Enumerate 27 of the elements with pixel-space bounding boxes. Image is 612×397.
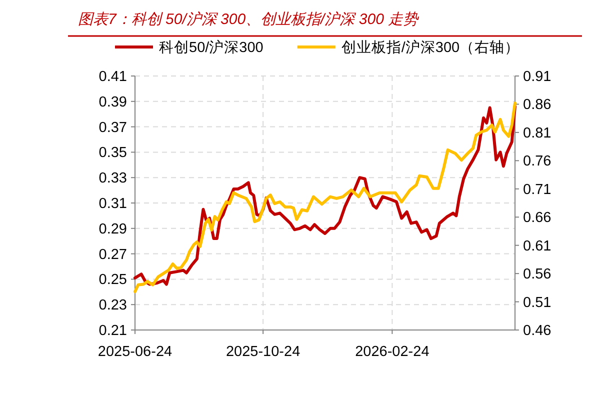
y-tick-label: 0.25 — [98, 272, 127, 288]
y2-tick-label: 0.56 — [523, 266, 552, 283]
y2-tick-label: 0.91 — [523, 69, 552, 85]
y2-tick-label: 0.51 — [523, 294, 552, 311]
y-tick-label: 0.35 — [98, 145, 127, 162]
y-tick-label: 0.39 — [98, 94, 127, 110]
y-tick-label: 0.27 — [98, 246, 127, 263]
y-tick-label: 0.37 — [98, 120, 127, 136]
legend-label: 创业板指/沪深300（右轴） — [341, 39, 520, 56]
y2-tick-label: 0.61 — [523, 238, 552, 254]
y2-tick-label: 0.81 — [523, 125, 552, 142]
y-tick-label: 0.33 — [98, 170, 127, 187]
y2-tick-label: 0.46 — [523, 323, 552, 339]
y-tick-label: 0.31 — [98, 196, 127, 212]
x-tick-label: 2026-02-24 — [355, 344, 430, 360]
y-tick-label: 0.21 — [98, 323, 127, 339]
y-tick-label: 0.29 — [98, 221, 127, 238]
chart-title: 图表7：科创 50/沪深 300、创业板指/沪深 300 走势 — [78, 11, 420, 28]
y-tick-label: 0.23 — [98, 298, 127, 314]
y2-tick-label: 0.76 — [523, 154, 552, 170]
y2-tick-label: 0.71 — [523, 182, 552, 198]
x-tick-label: 2025-06-24 — [98, 344, 172, 360]
y-tick-label: 0.41 — [98, 69, 127, 85]
legend-label: 科创50/沪深300 — [159, 39, 264, 56]
y2-tick-label: 0.86 — [523, 97, 552, 114]
y2-tick-label: 0.66 — [523, 210, 552, 226]
x-tick-label: 2025-10-24 — [226, 344, 300, 360]
